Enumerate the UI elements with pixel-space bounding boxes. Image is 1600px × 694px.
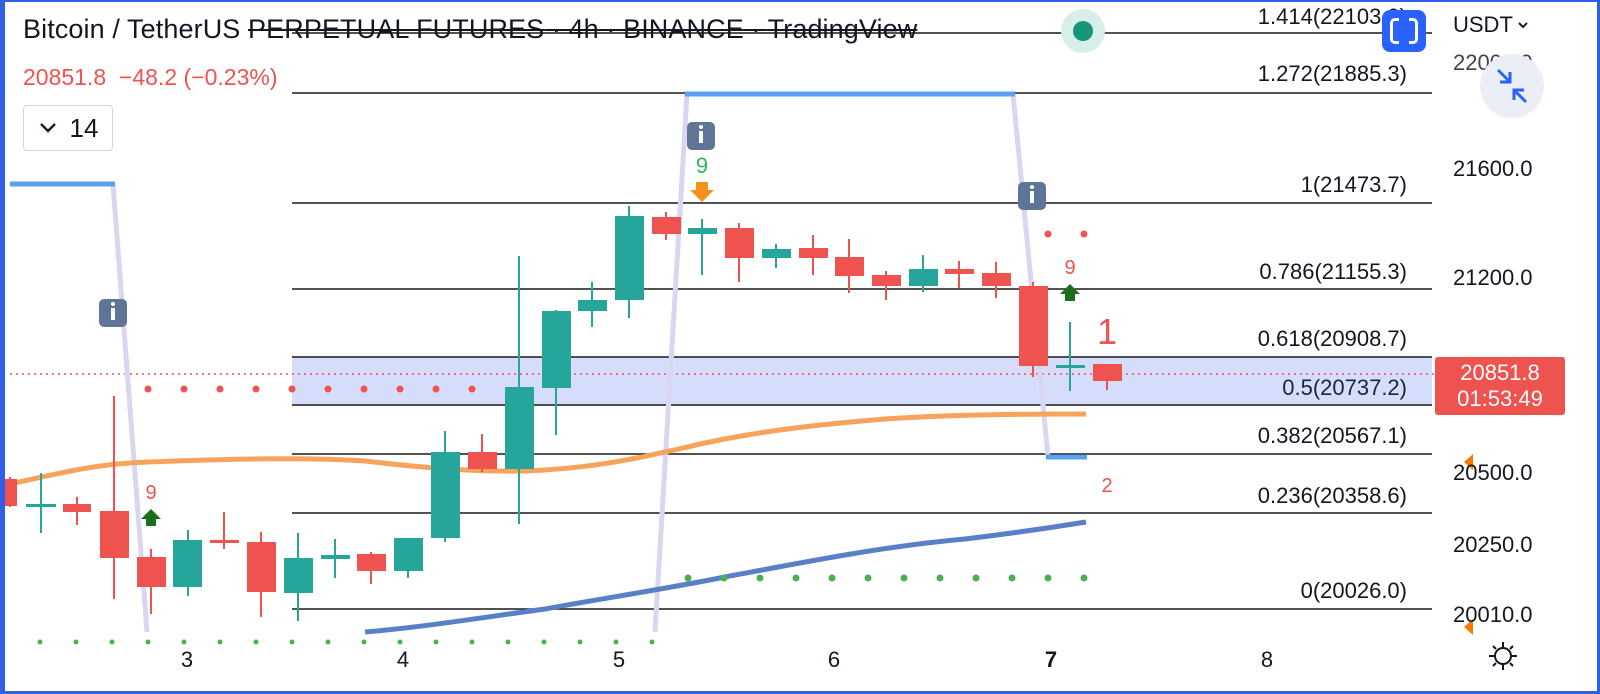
fib-label: 0.236(20358.6): [1257, 483, 1407, 508]
svg-text:9: 9: [696, 153, 708, 178]
green-dot-series: [37, 574, 1088, 645]
candle: [394, 538, 423, 578]
svg-text:2: 2: [1101, 475, 1112, 497]
candle: [725, 223, 754, 282]
candle: [63, 497, 91, 525]
candle: [872, 271, 901, 300]
symbol-name: Bitcoin / TetherUS: [23, 14, 241, 44]
candle: [615, 206, 644, 318]
y-axis-tick: 20250.0: [1453, 532, 1533, 557]
y-axis-tick: 20010.0: [1453, 602, 1533, 627]
candle: [505, 256, 534, 524]
change-pct: (−0.23%): [183, 64, 278, 90]
candle: [5, 477, 17, 507]
down-arrow-icon: [690, 182, 714, 202]
indicators-toggle-button[interactable]: 14: [23, 105, 113, 151]
info-icon[interactable]: [1018, 182, 1046, 210]
chart-settings-button[interactable]: [1487, 640, 1519, 672]
fib-label: 0.786(21155.3): [1259, 259, 1407, 284]
symbol-title[interactable]: Bitcoin / TetherUS PERPETUAL FUTURES · 4…: [23, 14, 917, 45]
info-icon[interactable]: [99, 299, 127, 327]
fib-label: 0.382(20567.1): [1257, 423, 1407, 448]
candle: [1093, 364, 1122, 390]
last-price: 20851.8: [23, 64, 107, 90]
candle: [835, 239, 864, 293]
x-axis-tick: 4: [396, 647, 410, 672]
candle: [137, 549, 166, 614]
candle: [284, 533, 313, 621]
x-axis-tick: 3: [180, 647, 194, 672]
x-axis-tick: 5: [612, 647, 626, 672]
symbol-description: PERPETUAL FUTURES · 4h · BINANCE · Tradi…: [248, 14, 918, 44]
candle: [357, 552, 386, 584]
fullscreen-button[interactable]: [1382, 10, 1426, 52]
red-dot-series: [144, 230, 1088, 393]
x-axis-tick: 6: [827, 647, 841, 672]
candlesticks[interactable]: [5, 206, 1122, 621]
candle: [909, 255, 938, 292]
candle: [982, 262, 1011, 298]
current-price-value: 20851.8: [1460, 360, 1540, 385]
up-arrow-icon: [141, 509, 161, 526]
fib-label: 1.272(21885.3): [1257, 61, 1407, 86]
collapse-arrows-icon: [1496, 68, 1528, 104]
currency-selector[interactable]: USDT: [1453, 12, 1529, 38]
candle: [173, 530, 202, 596]
candle: [578, 282, 607, 327]
candle: [652, 212, 681, 240]
x-axis-tick: 8: [1260, 647, 1274, 672]
bar-countdown: 01:53:49: [1457, 386, 1543, 411]
candle: [1056, 322, 1085, 391]
candle: [431, 431, 460, 542]
currency-label: USDT: [1453, 12, 1513, 37]
y-axis-tick: 20500.0: [1453, 460, 1533, 485]
zigzag-highs: [10, 91, 1087, 460]
fibonacci-lines[interactable]: [292, 32, 1432, 610]
fib-zone-highlight: [292, 357, 1432, 405]
fullscreen-icon: [1390, 17, 1418, 45]
candle: [100, 396, 129, 599]
candle: [762, 244, 791, 268]
settings-sun-icon: [1489, 642, 1517, 670]
current-price-tag: 20851.8 01:53:49: [1435, 357, 1565, 415]
alert-marker-icon[interactable]: [1464, 619, 1473, 635]
chevron-down-icon: [1518, 22, 1528, 29]
fib-label: 0(20026.0): [1300, 578, 1407, 603]
collapse-button[interactable]: [1480, 54, 1544, 118]
svg-text:9: 9: [145, 482, 156, 504]
candle: [468, 434, 497, 472]
chevron-down-icon: [39, 123, 56, 133]
candle: [688, 219, 717, 275]
up-arrow-icon: [1060, 284, 1080, 301]
market-status-indicator[interactable]: [1061, 9, 1105, 53]
fib-label: 0.618(20908.7): [1257, 326, 1407, 351]
alert-marker-icon[interactable]: [1464, 454, 1473, 470]
x-axis-tick: 7: [1044, 647, 1058, 672]
td-sequential-markers: 9 9 9 1 2: [141, 153, 1117, 526]
candle: [945, 261, 974, 288]
indicators-count: 14: [69, 112, 99, 143]
candle: [799, 235, 828, 275]
change-abs: −48.2: [118, 64, 178, 90]
y-axis-tick: 21200.0: [1453, 265, 1533, 290]
y-axis-tick: 21600.0: [1453, 156, 1533, 181]
svg-text:1: 1: [1097, 311, 1117, 352]
candle: [26, 473, 56, 533]
info-icon[interactable]: [687, 122, 715, 150]
fib-label: 0.5(20737.2): [1282, 375, 1407, 400]
status-dot-icon: [1073, 21, 1093, 41]
price-chart[interactable]: 9 9 9 1 2: [5, 2, 1600, 694]
price-change: 20851.8 −48.2 (−0.23%): [23, 64, 277, 91]
fib-label: 1(21473.7): [1300, 172, 1407, 197]
svg-text:9: 9: [1064, 257, 1075, 279]
candle: [210, 512, 239, 549]
candle: [542, 310, 571, 435]
candle: [1019, 282, 1048, 377]
moving-average-orange: [9, 411, 1087, 487]
candle: [247, 532, 276, 617]
candle: [321, 539, 350, 578]
